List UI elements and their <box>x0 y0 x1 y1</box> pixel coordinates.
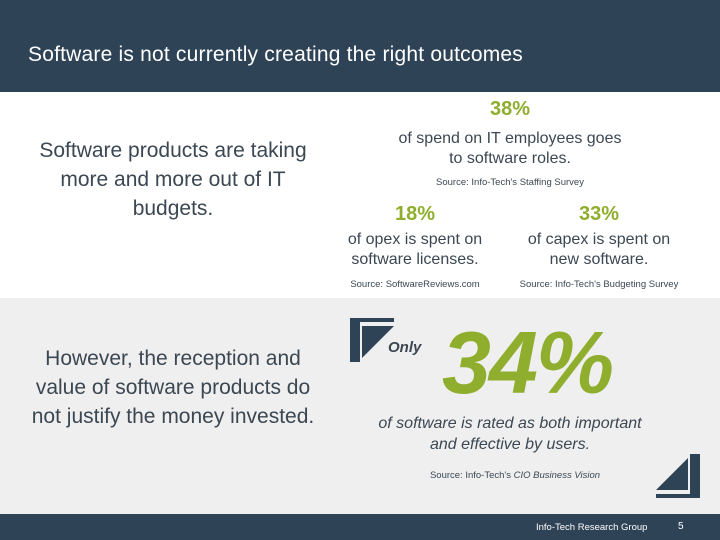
reception-statement: However, the reception and value of soft… <box>31 347 315 428</box>
corner-bracket-icon <box>656 454 700 498</box>
slide-title: Software is not currently creating the r… <box>28 43 523 66</box>
footer-organization: Info-Tech Research Group <box>536 522 648 533</box>
page-number: 5 <box>678 521 684 532</box>
stat-source: Source: Info-Tech's Staffing Survey <box>436 177 584 188</box>
footer-bar: Info-Tech Research Group 5 <box>0 514 720 540</box>
stat-capex: 33% of capex is spent on new software. S… <box>515 203 683 290</box>
stat-description: of opex is spent on software licenses. <box>347 231 483 268</box>
highlight-source: Source: Info-Tech's CIO Business Vision <box>400 470 630 481</box>
highlight-source-title: CIO Business Vision <box>513 470 601 481</box>
stat-opex: 18% of opex is spent on software license… <box>330 203 500 290</box>
budget-statement: Software products are taking more and mo… <box>39 139 307 220</box>
corner-bracket-icon <box>350 318 394 362</box>
stat-description: of capex is spent on new software. <box>527 231 671 268</box>
stat-source: Source: Info-Tech's Budgeting Survey <box>519 279 679 290</box>
highlight-source-prefix: Source: Info-Tech's <box>429 470 514 481</box>
stat-employees: 38% of spend on IT employees goes to sof… <box>390 98 630 188</box>
stat-percent: 33% <box>578 203 620 225</box>
stat-percent: 18% <box>394 203 436 225</box>
stat-percent: 38% <box>489 98 531 120</box>
stat-source: Source: SoftwareReviews.com <box>350 279 480 290</box>
stat-description: of spend on IT employees goes to softwar… <box>398 130 622 167</box>
highlight-percent: 34% <box>442 313 614 412</box>
highlight-description: of software is rated as both important a… <box>378 415 642 453</box>
header-bar: Software is not currently creating the r… <box>0 0 720 92</box>
only-label: Only <box>388 339 422 356</box>
